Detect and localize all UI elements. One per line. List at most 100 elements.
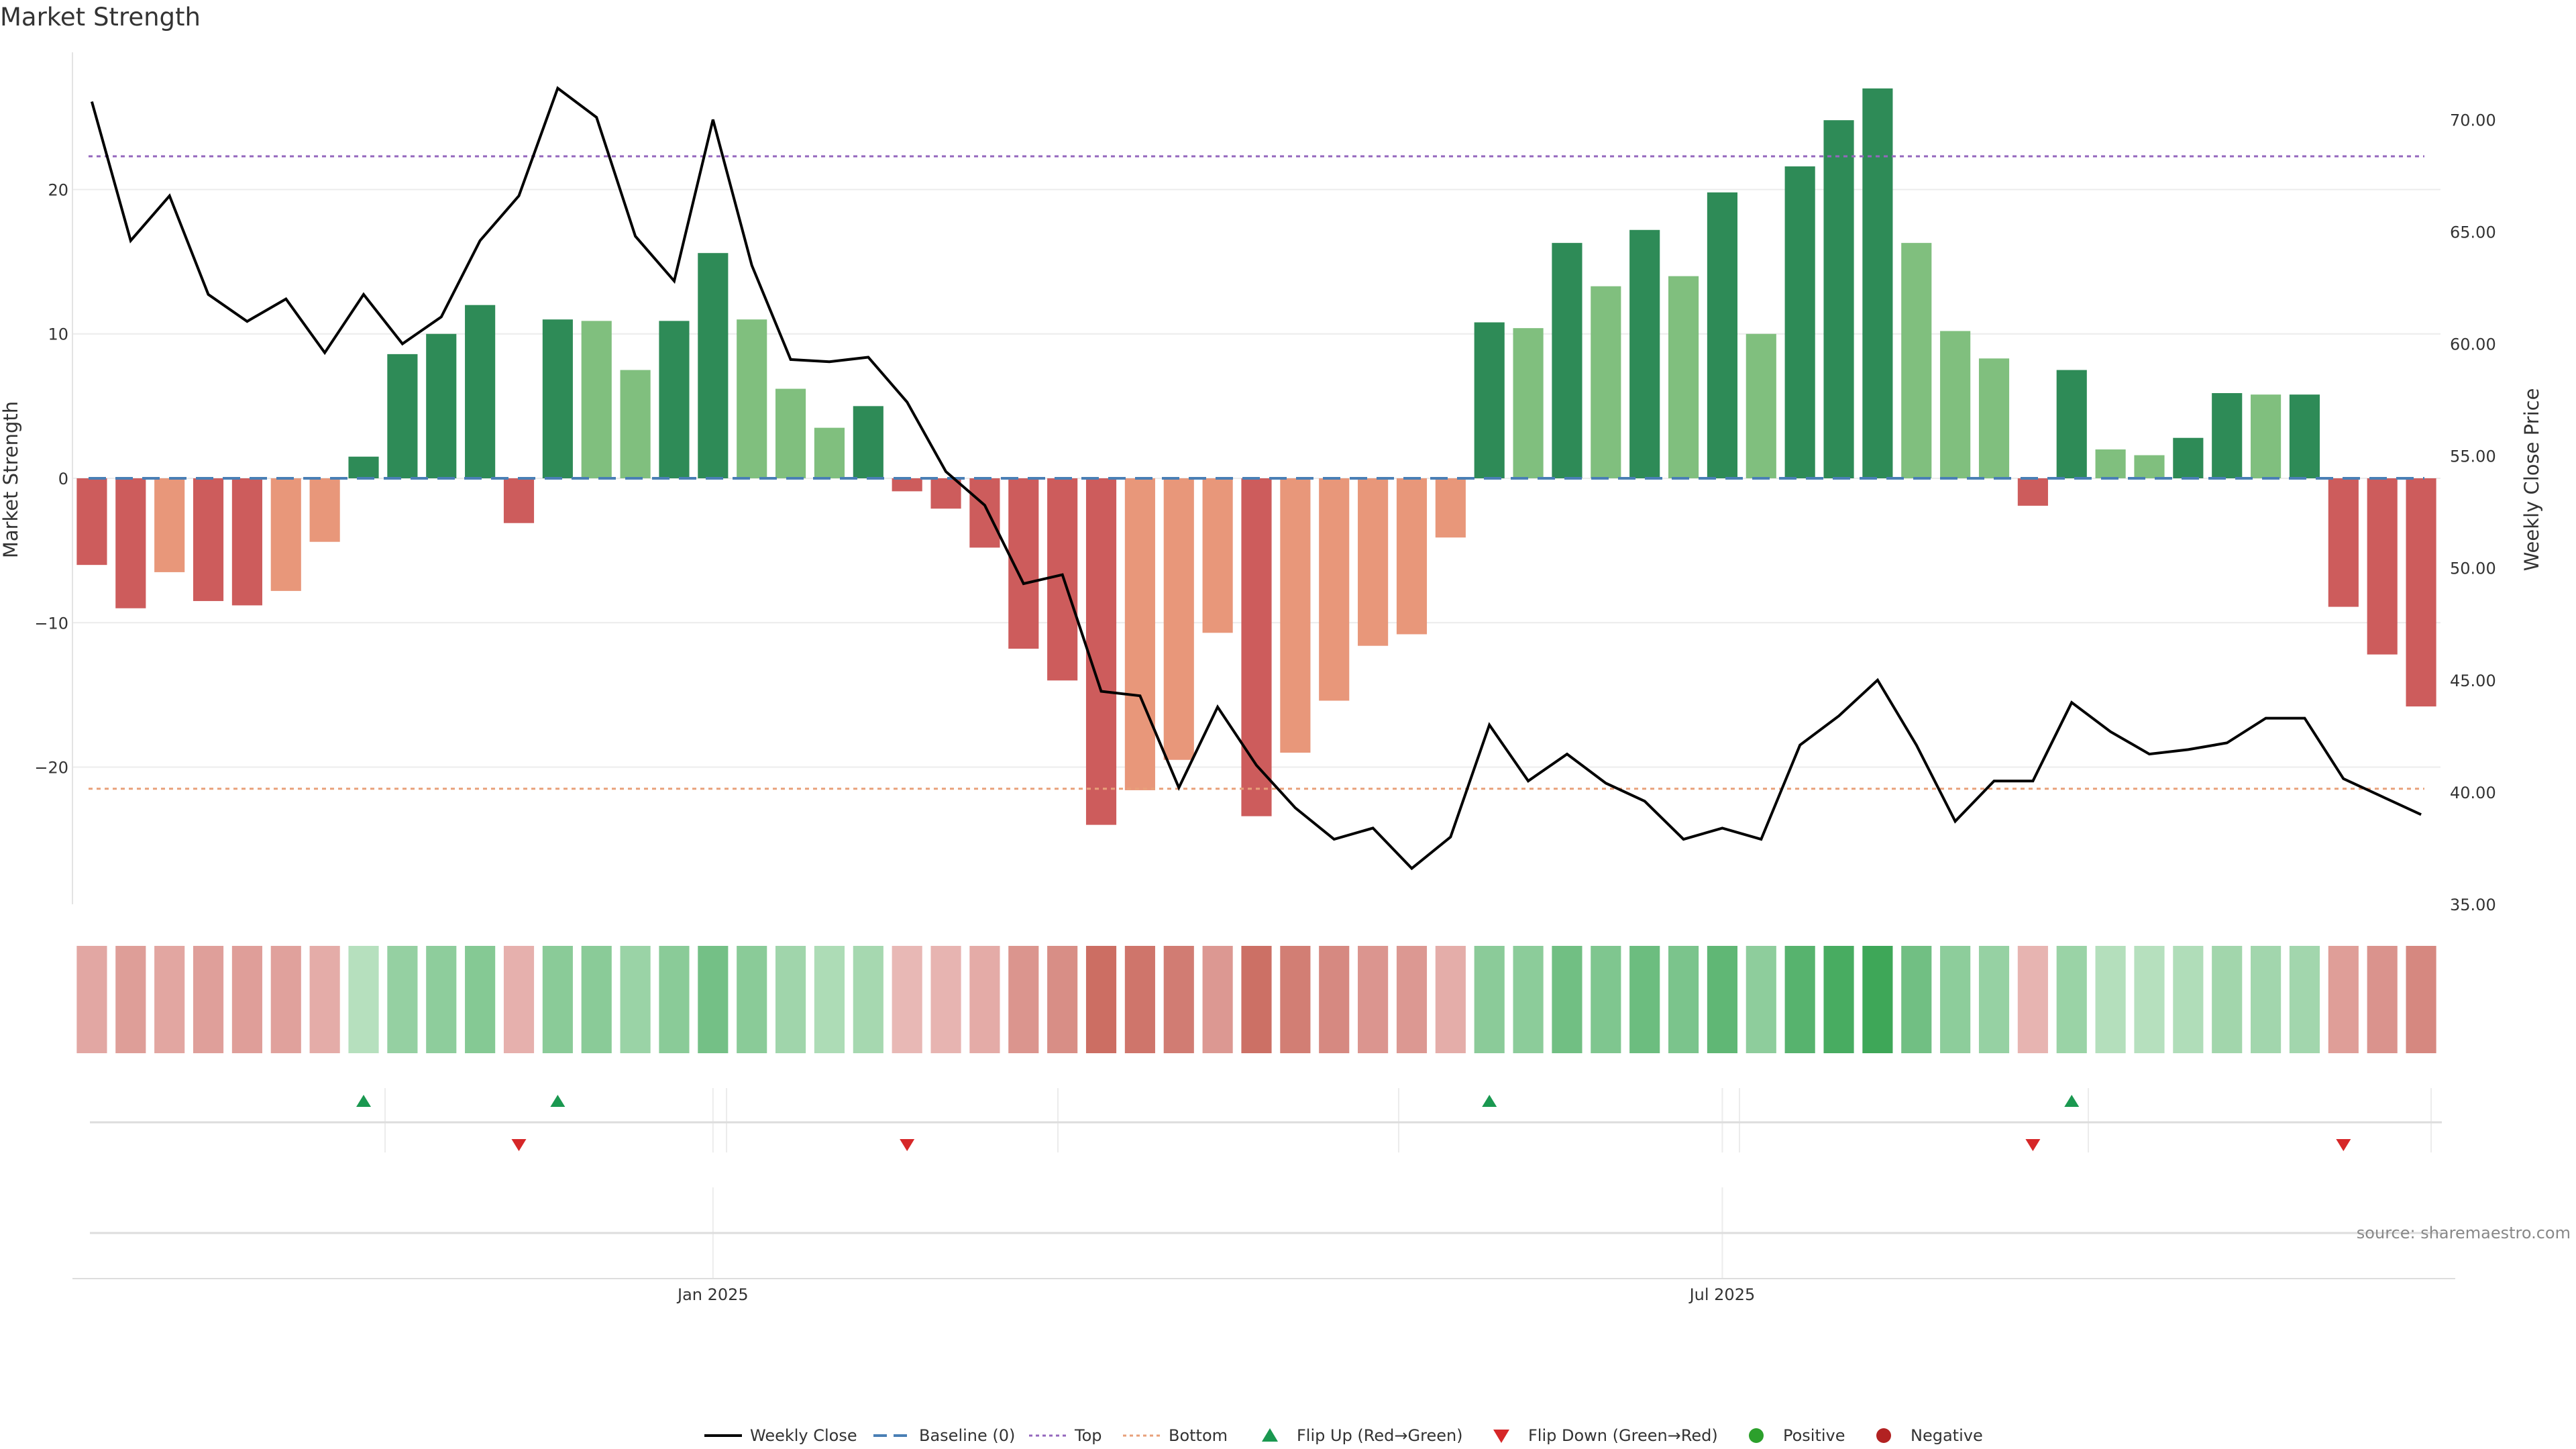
strength-bar bbox=[1513, 328, 1544, 478]
heat-cell bbox=[1163, 946, 1194, 1053]
heat-cell bbox=[1319, 946, 1350, 1053]
heat-cell bbox=[154, 946, 185, 1053]
strength-bar bbox=[76, 478, 107, 566]
flip-down-marker bbox=[900, 1139, 915, 1151]
heat-cell bbox=[1008, 946, 1039, 1053]
heat-cell bbox=[1474, 946, 1505, 1053]
heat-cell bbox=[1784, 946, 1815, 1053]
heat-cell bbox=[2212, 946, 2243, 1053]
heat-cell bbox=[698, 946, 729, 1053]
right-axis-label: Weekly Close Price bbox=[2520, 388, 2543, 572]
legend-item: Baseline (0) bbox=[873, 1426, 1015, 1445]
heat-cell bbox=[1629, 946, 1660, 1053]
strength-bar bbox=[1940, 331, 1971, 478]
strength-bar bbox=[1668, 276, 1699, 478]
strength-bar bbox=[503, 478, 535, 523]
heat-cell bbox=[76, 946, 107, 1053]
strength-bar bbox=[1124, 478, 1155, 790]
heat-cell bbox=[1862, 946, 1893, 1053]
heat-cell bbox=[2173, 946, 2204, 1053]
chart-title: Market Strength bbox=[0, 3, 201, 32]
heat-cell bbox=[1591, 946, 1621, 1053]
strength-bar bbox=[2251, 394, 2282, 478]
left-tick-label: 20 bbox=[48, 180, 68, 199]
heat-cell bbox=[426, 946, 457, 1053]
strength-heat-strip bbox=[76, 946, 2436, 1053]
heat-cell bbox=[1280, 946, 1311, 1053]
strength-bar bbox=[2367, 478, 2398, 655]
heat-cell bbox=[1124, 946, 1155, 1053]
legend-item: Flip Down (Green→Red) bbox=[1493, 1426, 1718, 1445]
strength-bar bbox=[115, 478, 146, 608]
strength-bar bbox=[2289, 394, 2320, 478]
legend-positive-icon bbox=[1749, 1428, 1764, 1443]
left-tick-label: −10 bbox=[34, 614, 68, 633]
heat-cell bbox=[659, 946, 690, 1053]
strength-bar bbox=[1280, 478, 1311, 753]
strength-bar bbox=[775, 388, 806, 478]
heat-cell bbox=[2017, 946, 2048, 1053]
strength-bar bbox=[2017, 478, 2048, 506]
left-tick-label: 10 bbox=[48, 325, 68, 344]
right-tick-label: 35.00 bbox=[2450, 896, 2496, 914]
strength-bar bbox=[1358, 478, 1389, 646]
flip-up-marker bbox=[1482, 1095, 1497, 1107]
heat-cell bbox=[1513, 946, 1544, 1053]
flip-down-marker bbox=[2025, 1139, 2041, 1151]
legend-item: Flip Up (Red→Green) bbox=[1262, 1426, 1463, 1445]
heat-cell bbox=[2406, 946, 2436, 1053]
strength-bar bbox=[387, 354, 418, 478]
heat-cell bbox=[270, 946, 301, 1053]
strength-bar bbox=[1629, 229, 1660, 478]
strength-bar bbox=[930, 478, 961, 509]
heat-cell bbox=[2095, 946, 2126, 1053]
legend-flip-down-icon bbox=[1493, 1430, 1509, 1443]
strength-bar bbox=[737, 319, 767, 478]
legend-label: Top bbox=[1074, 1426, 1102, 1445]
heat-cell bbox=[2251, 946, 2282, 1053]
heat-cell bbox=[309, 946, 340, 1053]
legend-item: Bottom bbox=[1123, 1426, 1228, 1445]
strength-bar bbox=[1978, 358, 2010, 478]
legend: Weekly Close Baseline (0) Top Bottom Flip Up… bbox=[704, 1426, 1983, 1445]
positive-negative-panel bbox=[72, 1187, 2455, 1279]
heat-cell bbox=[581, 946, 612, 1053]
heat-cell bbox=[2328, 946, 2359, 1053]
legend-label: Bottom bbox=[1169, 1426, 1228, 1445]
heat-cell bbox=[503, 946, 535, 1053]
heat-cell bbox=[1435, 946, 1466, 1053]
strength-bar bbox=[1474, 322, 1505, 478]
legend-label: Baseline (0) bbox=[919, 1426, 1015, 1445]
heat-cell bbox=[853, 946, 883, 1053]
strength-bar bbox=[2134, 455, 2165, 478]
strength-bar bbox=[620, 370, 651, 478]
heat-cell bbox=[1940, 946, 1971, 1053]
heat-cell bbox=[930, 946, 961, 1053]
left-axis-label: Market Strength bbox=[0, 401, 22, 558]
strength-bar bbox=[1823, 120, 1854, 478]
strength-bar bbox=[231, 478, 262, 606]
strength-bar bbox=[1319, 478, 1350, 701]
right-tick-label: 50.00 bbox=[2450, 559, 2496, 578]
strength-bar bbox=[2056, 370, 2087, 478]
heat-cell bbox=[115, 946, 146, 1053]
strength-bar bbox=[969, 478, 1000, 548]
heat-cell bbox=[1746, 946, 1776, 1053]
heat-cell bbox=[1552, 946, 1582, 1053]
strength-bar bbox=[1202, 478, 1233, 633]
strength-bar bbox=[2328, 478, 2359, 607]
heat-cell bbox=[1823, 946, 1854, 1053]
strength-bar bbox=[1746, 333, 1776, 478]
strength-bar bbox=[892, 478, 922, 492]
strength-bar bbox=[1085, 478, 1117, 825]
strength-bar bbox=[853, 406, 883, 478]
right-tick-label: 60.00 bbox=[2450, 335, 2496, 354]
right-tick-label: 65.00 bbox=[2450, 223, 2496, 241]
heat-cell bbox=[2056, 946, 2087, 1053]
flip-up-marker bbox=[550, 1095, 566, 1107]
strength-bar bbox=[542, 319, 573, 478]
strength-bar bbox=[2212, 393, 2243, 478]
heat-cell bbox=[2134, 946, 2165, 1053]
flip-down-marker bbox=[511, 1139, 527, 1151]
legend-item: Top bbox=[1029, 1426, 1102, 1445]
